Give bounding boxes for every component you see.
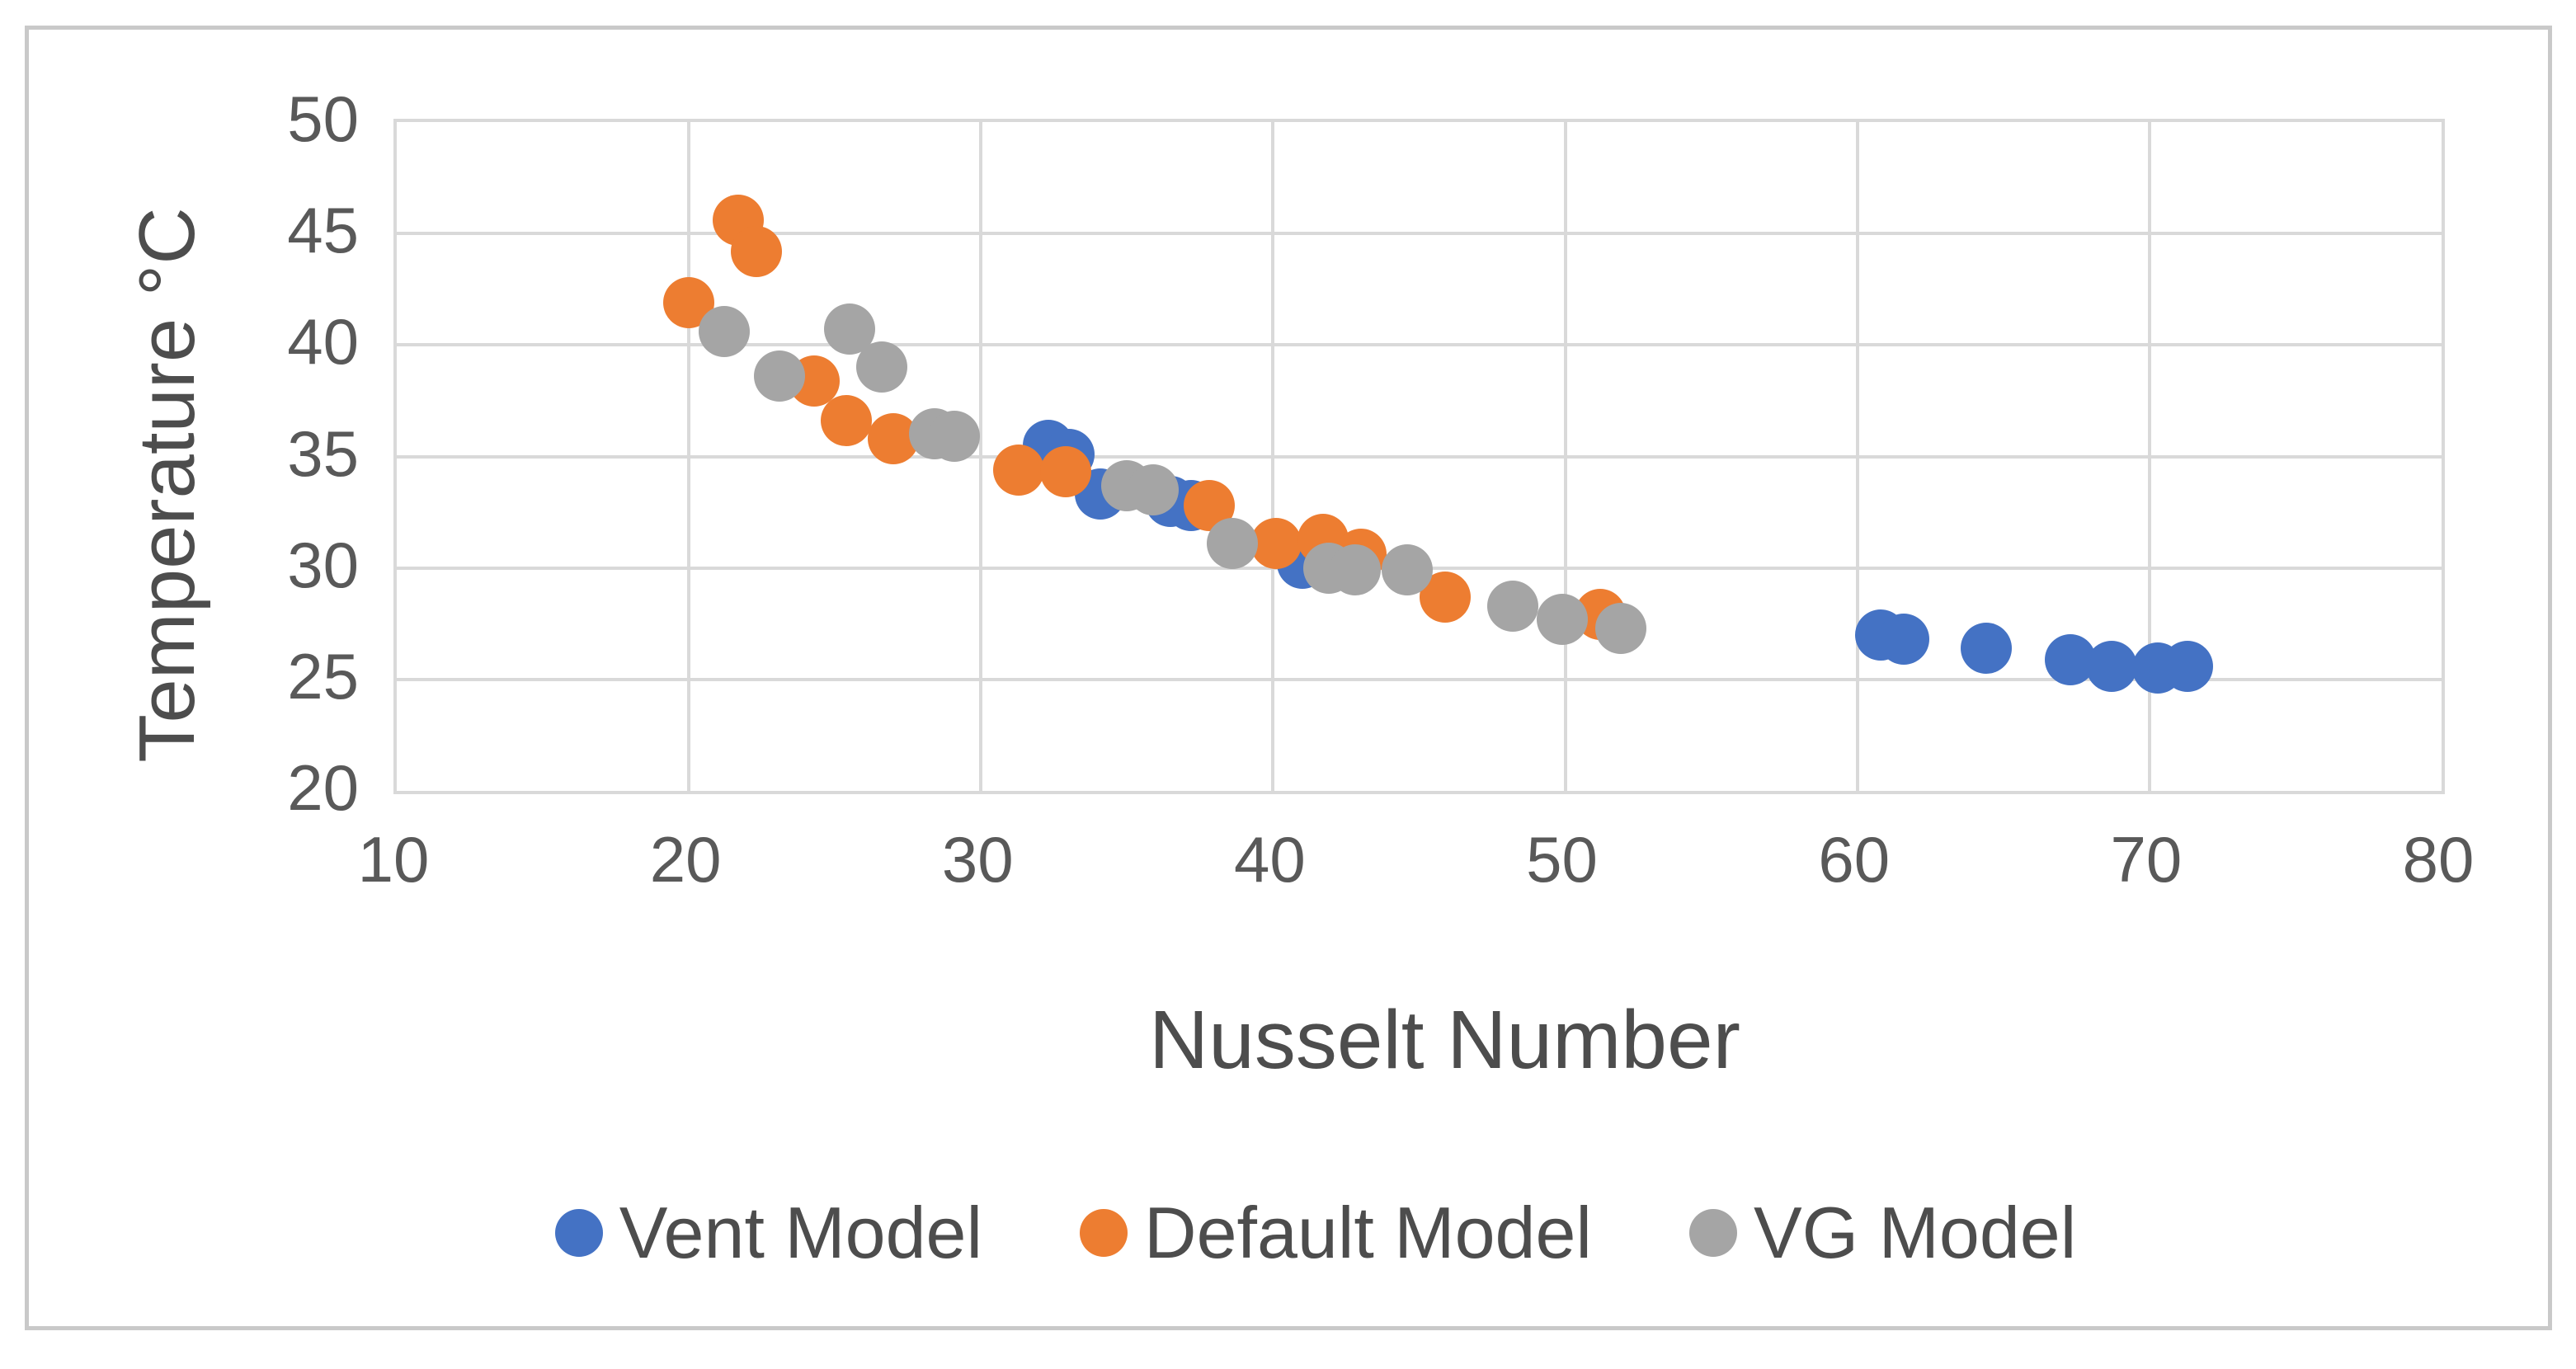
y-tick-label: 20 xyxy=(287,751,359,824)
y-tick-label: 35 xyxy=(287,416,359,490)
y-gridline xyxy=(397,454,2442,459)
legend: Vent Model Default Model VG Model xyxy=(54,1191,2576,1275)
data-point xyxy=(1382,544,1434,596)
x-tick-label: 70 xyxy=(2110,823,2183,896)
legend-item-vent-model: Vent Model xyxy=(554,1191,983,1275)
data-point xyxy=(2161,640,2213,692)
data-point xyxy=(1250,517,1302,569)
data-point xyxy=(2085,640,2137,692)
legend-marker-icon xyxy=(1080,1209,1128,1257)
y-tick-label: 50 xyxy=(287,82,359,155)
data-point xyxy=(1039,446,1091,498)
x-tick-label: 80 xyxy=(2402,823,2475,896)
data-point xyxy=(753,350,805,402)
data-point xyxy=(1537,593,1589,645)
x-tick-label: 60 xyxy=(1818,823,1891,896)
plot-area xyxy=(393,119,2445,794)
legend-label: Default Model xyxy=(1144,1192,1592,1273)
legend-item-vg-model: VG Model xyxy=(1688,1191,2077,1275)
y-tick-label: 40 xyxy=(287,305,359,379)
data-point xyxy=(1878,614,1930,666)
x-tick-label: 10 xyxy=(357,823,430,896)
data-point xyxy=(730,225,782,277)
y-tick-label: 30 xyxy=(287,528,359,601)
y-gridline xyxy=(397,232,2442,236)
data-point xyxy=(698,306,750,358)
data-point xyxy=(993,444,1045,496)
legend-marker-icon xyxy=(554,1209,603,1257)
data-point xyxy=(929,411,981,463)
legend-label: VG Model xyxy=(1753,1192,2077,1273)
x-tick-label: 20 xyxy=(649,823,722,896)
x-tick-label: 40 xyxy=(1234,823,1306,896)
data-point xyxy=(821,395,873,447)
y-gridline xyxy=(397,677,2442,681)
data-point xyxy=(1329,544,1381,596)
legend-marker-icon xyxy=(1688,1209,1737,1257)
data-point xyxy=(1206,517,1258,569)
legend-label: Vent Model xyxy=(619,1192,983,1273)
y-gridline xyxy=(397,343,2442,347)
x-axis-title: Nusselt Number xyxy=(1149,994,1740,1086)
x-tick-label: 50 xyxy=(1526,823,1598,896)
data-point xyxy=(1486,580,1538,632)
data-point xyxy=(1594,602,1646,654)
data-point xyxy=(855,341,907,393)
data-point xyxy=(1128,464,1180,516)
x-tick-label: 30 xyxy=(941,823,1014,896)
y-tick-label: 45 xyxy=(287,194,359,267)
y-tick-label: 25 xyxy=(287,639,359,713)
legend-item-default-model: Default Model xyxy=(1080,1191,1592,1275)
data-point xyxy=(1960,622,2012,674)
